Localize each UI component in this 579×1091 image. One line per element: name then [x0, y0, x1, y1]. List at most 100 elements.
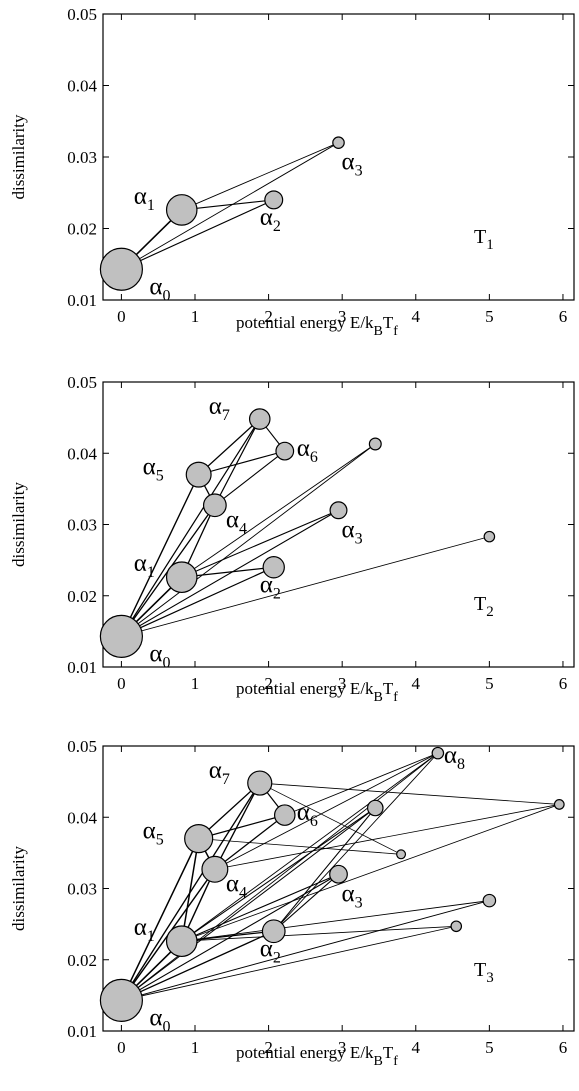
y-axis-title: dissimilarity: [9, 114, 28, 200]
node-a2: [264, 190, 284, 210]
y-tick-label: 0.03: [67, 148, 97, 167]
edge-a0-a3: [121, 142, 339, 270]
node-label-a0: α0: [149, 1004, 170, 1035]
edge-a0-a8: [121, 752, 439, 1001]
x-tick-label: 1: [191, 1038, 200, 1057]
edge-a0-a2: [121, 930, 275, 1001]
edge-a1-n1: [181, 807, 376, 942]
node-a5: [185, 461, 212, 488]
x-tick-label: 3: [338, 1038, 347, 1057]
y-tick-label: 0.02: [67, 587, 97, 606]
y-tick-label: 0.04: [67, 77, 97, 96]
x-tick-label: 2: [264, 307, 273, 326]
edge-a1-a3: [181, 873, 339, 942]
edge-a6-a8: [284, 752, 439, 816]
panel-1: 0 1 2 3 4 5 6 0.01 0.02 0.03 0.04 0.05 dissimilarity…: [9, 5, 575, 339]
x-tick-label: 1: [191, 307, 200, 326]
x-tick-label: 5: [485, 307, 494, 326]
edge-a4-a6: [214, 450, 286, 506]
edge-a5-n3: [198, 838, 402, 855]
x-tick-label: 2: [264, 674, 273, 693]
y-tick-label: 0.03: [67, 880, 97, 899]
x-tick-label: 1: [191, 674, 200, 693]
node-a6: [275, 441, 295, 461]
node-label-a4: α4: [226, 870, 247, 901]
x-tick-label: 0: [117, 674, 126, 693]
node-label-a0: α0: [149, 640, 170, 671]
node-label-a6: α6: [297, 799, 318, 830]
y-axis-title: dissimilarity: [9, 482, 28, 568]
edge-a0-n2: [121, 536, 490, 637]
panel-3: 0 1 2 3 4 5 6 0.01 0.02 0.03 0.04 0.05 dissimilarity…: [9, 737, 575, 1069]
node-n3: [396, 849, 407, 860]
node-label-a2: α2: [260, 571, 281, 602]
node-n2: [553, 799, 565, 810]
y-tick-label: 0.05: [67, 5, 97, 24]
edge-a7-n3: [259, 782, 402, 855]
edge-a0-a5: [120, 838, 200, 1001]
node-a1: [165, 925, 198, 958]
node-label-a3: α3: [342, 516, 363, 547]
edge-a0-n5: [121, 925, 457, 1001]
edge-a5-a6: [198, 814, 285, 840]
x-tick-label: 6: [559, 307, 568, 326]
node-n4: [482, 893, 497, 908]
node-a2: [262, 556, 285, 579]
edge-a5-a6: [198, 450, 285, 476]
edge-a0-n4: [121, 900, 490, 1001]
edge-a0-n1: [121, 443, 376, 637]
node-label-a2: α2: [260, 204, 281, 235]
edge-a1-n5: [181, 925, 457, 942]
x-tick-label: 4: [412, 674, 421, 693]
x-axis-title: potential energy E/kBTf: [236, 313, 398, 339]
panel-label: T1: [474, 226, 494, 253]
node-label-a5: α5: [143, 818, 164, 849]
node-n2: [483, 530, 496, 543]
y-axis-title: dissimilarity: [9, 846, 28, 932]
node-label-a3: α3: [342, 880, 363, 911]
node-a8: [431, 746, 445, 760]
node-a5: [184, 824, 214, 854]
edge-a7-n2: [259, 782, 560, 805]
edges: [120, 418, 490, 637]
node-a4: [201, 855, 229, 883]
y-tick-label: 0.05: [67, 737, 97, 756]
y-tick-label: 0.04: [67, 444, 97, 463]
node-a7: [248, 408, 271, 430]
x-tick-label: 3: [338, 674, 347, 693]
x-tick-label: 0: [117, 307, 126, 326]
node-a0: [99, 978, 143, 1022]
edge-a0-a3: [121, 509, 339, 637]
edge-a0-a2: [121, 199, 274, 270]
node-label-a5: α5: [143, 454, 164, 485]
x-tick-label: 4: [412, 307, 421, 326]
edge-a4-a7: [214, 782, 261, 870]
edge-a1-n2: [181, 804, 560, 942]
panel-label: T2: [474, 593, 494, 620]
node-label-a7: α7: [209, 393, 230, 424]
y-tick-label: 0.02: [67, 951, 97, 970]
node-a3: [329, 864, 348, 884]
node-label-a0: α0: [149, 273, 170, 304]
node-a7: [247, 770, 273, 796]
x-tick-label: 3: [338, 307, 347, 326]
node-label-a1: α1: [134, 183, 155, 214]
x-tick-label: 6: [559, 674, 568, 693]
node-label-a8: α8: [444, 742, 465, 773]
panel-label: T3: [474, 959, 494, 986]
node-a1: [165, 561, 198, 594]
edge-a0-a3: [121, 873, 339, 1001]
node-a1: [165, 194, 198, 226]
x-tick-label: 4: [412, 1038, 421, 1057]
y-tick-label: 0.01: [67, 1022, 97, 1041]
x-tick-label: 0: [117, 1038, 126, 1057]
edge-a4-a7: [214, 418, 261, 506]
node-label-a1: α1: [134, 914, 155, 945]
edge-a0-n1: [121, 807, 376, 1001]
edge-a2-a8: [273, 752, 439, 932]
y-tick-label: 0.05: [67, 373, 97, 392]
node-a6: [273, 804, 296, 826]
node-a4: [202, 493, 227, 518]
node-n5: [450, 920, 463, 933]
